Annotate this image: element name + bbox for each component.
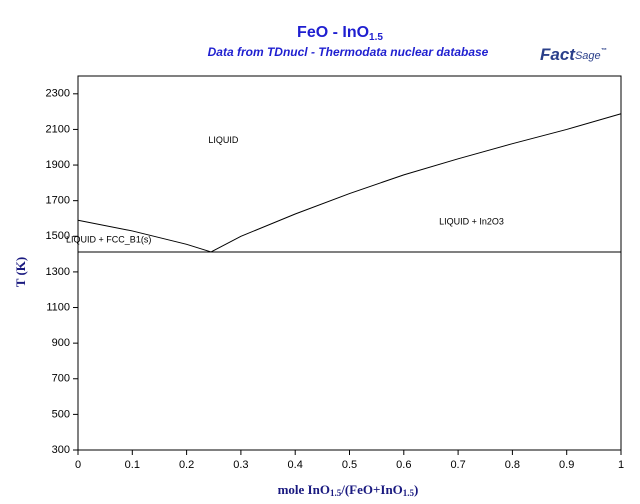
xl4: ) bbox=[414, 482, 418, 497]
xl2: /(FeO+InO bbox=[340, 482, 403, 497]
xl3: 1.5 bbox=[403, 488, 415, 498]
x-tick-label: 0.7 bbox=[450, 459, 465, 471]
xl0: mole InO bbox=[278, 482, 330, 497]
phase-label: LIQUID + In2O3 bbox=[439, 216, 504, 226]
x-tick-label: 0.2 bbox=[179, 459, 194, 471]
y-tick-label: 700 bbox=[52, 373, 70, 385]
y-tick-label: 1100 bbox=[46, 301, 70, 313]
x-tick-label: 0.4 bbox=[288, 459, 303, 471]
x-tick-label: 0.9 bbox=[559, 459, 574, 471]
y-tick-label: 1700 bbox=[46, 195, 70, 207]
x-tick-label: 0.6 bbox=[396, 459, 411, 471]
y-tick-label: 900 bbox=[52, 337, 70, 349]
y-tick-label: 1500 bbox=[46, 230, 70, 242]
phase-boundary bbox=[210, 113, 622, 253]
x-tick-label: 0.3 bbox=[233, 459, 248, 471]
y-axis-label: T (K) bbox=[13, 257, 28, 287]
y-tick-label: 1900 bbox=[46, 159, 70, 171]
x-tick-label: 0.5 bbox=[342, 459, 357, 471]
y-tick-label: 500 bbox=[52, 408, 70, 420]
logo: FactSage™ bbox=[540, 45, 607, 64]
title-main: FeO - InO bbox=[297, 24, 369, 41]
chart-subtitle: Data from TDnucl - Thermodata nuclear da… bbox=[208, 45, 489, 59]
phase-label: LIQUID bbox=[208, 135, 239, 145]
y-tick-label: 2300 bbox=[46, 88, 70, 100]
phase-label: LIQUID + FCC_B1(s) bbox=[66, 235, 151, 245]
x-tick-label: 0.1 bbox=[125, 459, 140, 471]
logo-b: Sage bbox=[575, 50, 601, 62]
x-tick-label: 0 bbox=[75, 459, 81, 471]
y-tick-label: 2100 bbox=[46, 123, 70, 135]
plot-frame bbox=[77, 75, 622, 451]
chart-title: FeO - InO1.5 bbox=[297, 24, 383, 42]
y-tick-label: 300 bbox=[52, 444, 70, 456]
x-tick-label: 0.8 bbox=[505, 459, 520, 471]
phase-boundary bbox=[77, 219, 212, 253]
x-axis-label: mole InO1.5/(FeO+InO1.5) bbox=[278, 482, 419, 498]
xl1: 1.5 bbox=[330, 488, 342, 498]
y-tick-label: 1300 bbox=[46, 266, 70, 278]
logo-c: ™ bbox=[601, 47, 607, 54]
x-tick-label: 1 bbox=[618, 459, 624, 471]
title-sub: 1.5 bbox=[369, 32, 383, 43]
logo-a: Fact bbox=[540, 45, 576, 64]
